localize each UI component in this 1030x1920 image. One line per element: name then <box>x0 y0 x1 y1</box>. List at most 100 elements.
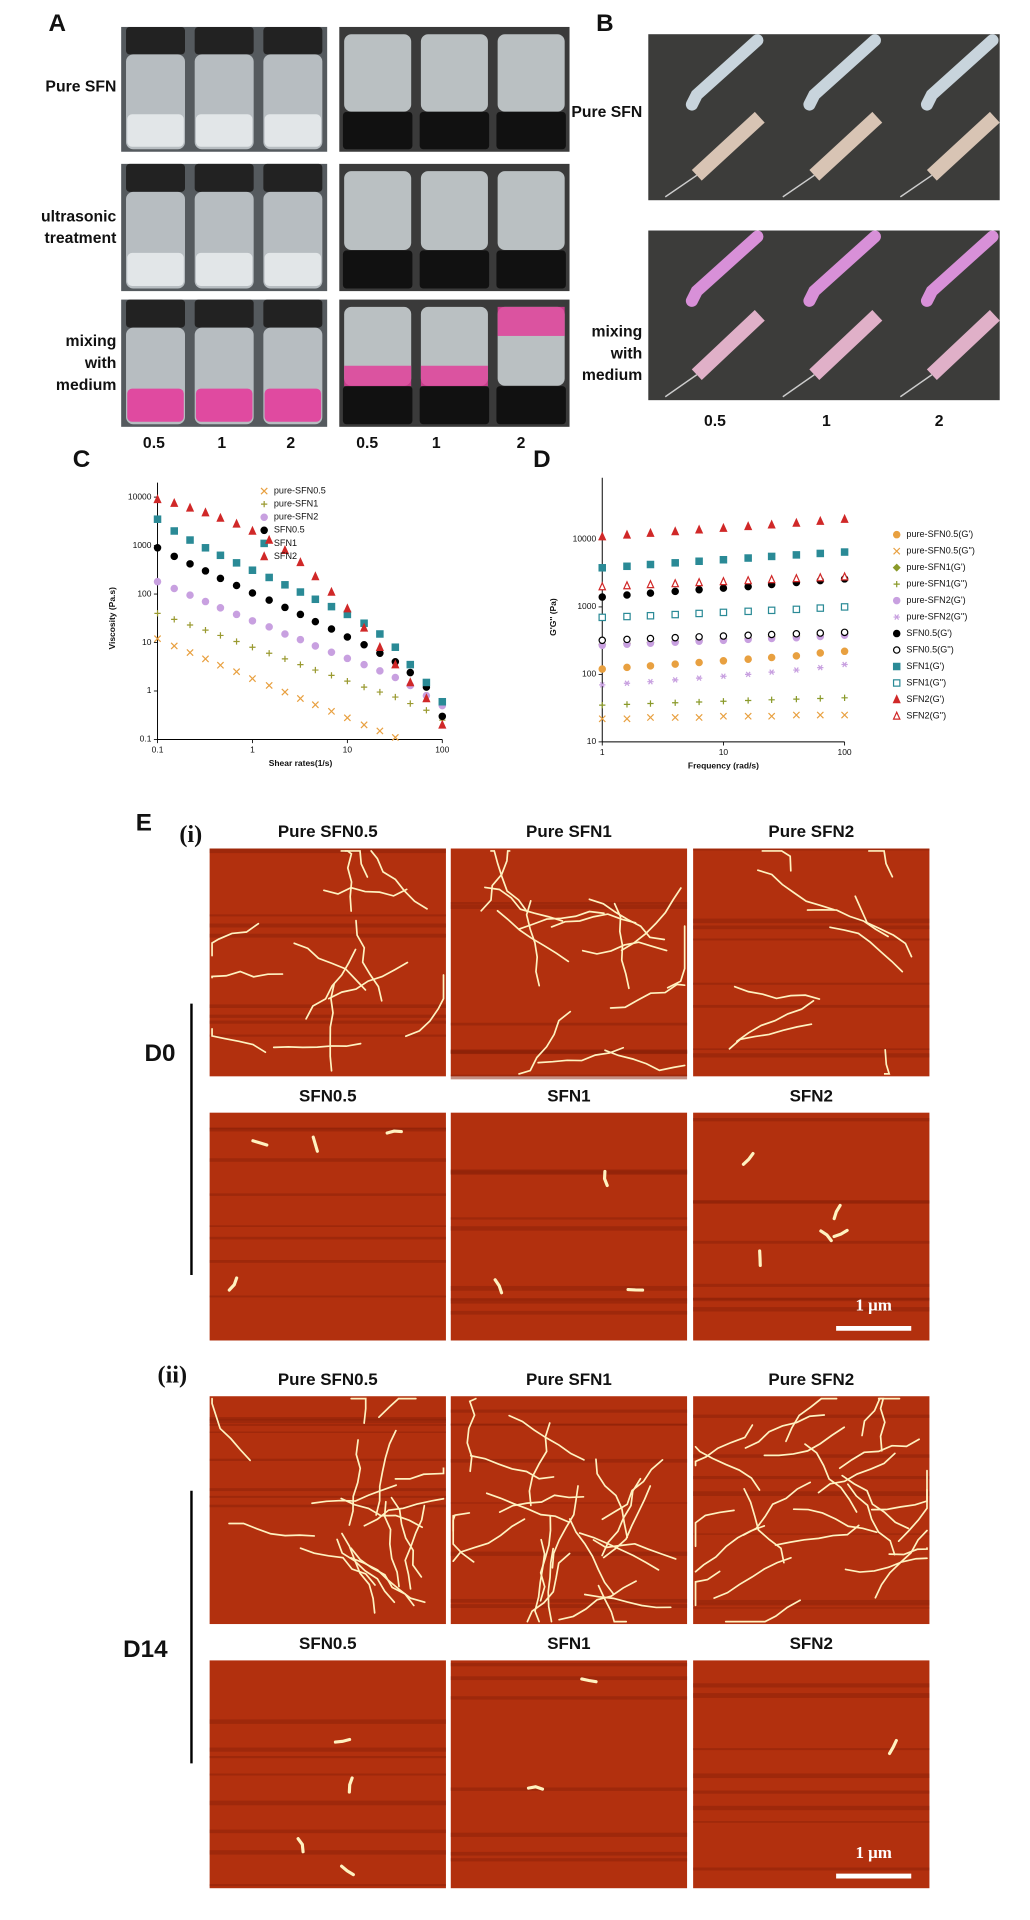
point <box>327 602 336 611</box>
point <box>841 711 849 719</box>
scan-line <box>450 1423 688 1426</box>
point <box>170 527 179 535</box>
point <box>423 707 430 714</box>
fibril <box>344 850 353 912</box>
syringe <box>691 111 765 181</box>
point <box>248 566 257 574</box>
cap <box>496 386 566 425</box>
scan-line <box>209 1236 446 1240</box>
cap <box>496 250 566 289</box>
scan-line <box>450 1502 688 1504</box>
point <box>186 560 194 568</box>
fibril <box>539 1514 552 1602</box>
liquid <box>264 114 322 147</box>
point <box>360 721 368 729</box>
scan-line <box>693 1790 930 1794</box>
x-tick-label: 100 <box>435 745 449 755</box>
fibril <box>485 1492 570 1523</box>
scan-line <box>693 1200 930 1204</box>
cap <box>194 163 254 192</box>
point <box>768 669 775 676</box>
fibril <box>348 1439 362 1526</box>
scan-line <box>450 905 688 909</box>
liquid <box>127 252 184 287</box>
legend-label: SFN2 <box>274 551 297 561</box>
point <box>623 680 631 687</box>
point <box>343 633 352 641</box>
x-tick-label: 1 <box>250 745 255 755</box>
point <box>170 497 179 507</box>
fibril <box>363 1497 445 1527</box>
fibril <box>724 1599 801 1623</box>
point <box>216 574 225 583</box>
point <box>359 622 369 632</box>
legend-label: pure-SFN2 <box>274 512 318 522</box>
fibril <box>694 1509 735 1548</box>
afm-image <box>693 1112 930 1341</box>
point <box>840 548 849 556</box>
fibril <box>604 1049 686 1072</box>
point <box>248 675 257 683</box>
fibril <box>311 1484 397 1505</box>
fibril <box>341 1532 376 1614</box>
vial <box>497 34 565 112</box>
point <box>202 626 209 634</box>
scan-line <box>450 1662 688 1665</box>
point <box>201 597 210 606</box>
scan-line <box>450 1664 688 1667</box>
scan-line <box>450 1858 688 1862</box>
cap <box>263 299 323 328</box>
scan-line <box>450 1598 688 1603</box>
fibril <box>581 941 668 955</box>
fibril <box>580 1677 598 1684</box>
point <box>767 630 776 639</box>
point <box>623 612 631 621</box>
scan-line <box>209 1884 446 1887</box>
fibril <box>867 850 894 878</box>
syringe <box>691 310 765 381</box>
fibril <box>694 1445 761 1491</box>
fibril <box>713 1556 792 1599</box>
scan-line <box>209 1850 446 1855</box>
fibril <box>870 1488 928 1511</box>
legend-label: SFN2(G'') <box>906 710 946 720</box>
scan-line <box>209 1756 446 1759</box>
needle <box>782 174 815 198</box>
scan-line <box>209 1431 446 1433</box>
scan-line <box>450 1832 688 1837</box>
point <box>328 672 335 679</box>
scan-line <box>693 1053 930 1058</box>
needle <box>664 374 698 398</box>
point <box>840 513 849 523</box>
fibril <box>311 1135 319 1153</box>
point <box>719 584 728 592</box>
fibril <box>211 1027 267 1054</box>
scan-line <box>209 1193 446 1196</box>
point <box>281 581 289 589</box>
legend-marker <box>892 710 901 720</box>
fibril <box>733 985 821 1000</box>
vial <box>420 171 488 251</box>
point <box>719 712 728 720</box>
point <box>280 545 290 555</box>
legend-marker <box>892 662 901 671</box>
point <box>719 522 728 532</box>
cap <box>342 386 413 425</box>
point <box>186 536 194 544</box>
y-tick-label: 100 <box>582 669 596 679</box>
vial <box>344 34 412 112</box>
point <box>671 526 680 536</box>
point <box>695 609 703 618</box>
point <box>201 655 210 663</box>
fibril <box>736 999 815 1043</box>
fibril <box>493 1278 504 1295</box>
fibril <box>897 1469 928 1543</box>
point <box>216 551 225 560</box>
fibril <box>340 1497 424 1529</box>
legend-marker <box>260 513 268 521</box>
point <box>647 700 654 707</box>
scan-line <box>693 1683 930 1688</box>
point <box>744 521 753 531</box>
point <box>265 596 273 604</box>
row-label: Pure SFN <box>571 104 642 121</box>
